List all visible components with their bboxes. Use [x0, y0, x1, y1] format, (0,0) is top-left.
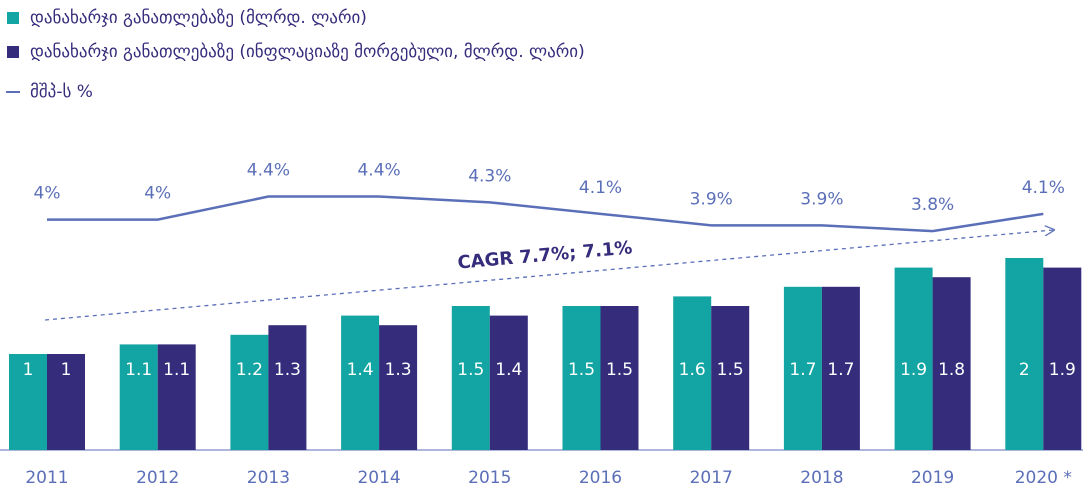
bar [9, 354, 47, 450]
bar [1005, 258, 1044, 450]
bar-value-label: 1.1 [163, 360, 190, 380]
line-value-label: 3.9% [690, 189, 733, 209]
bar-value-label: 1.8 [938, 360, 965, 380]
line-value-label: 4.4% [247, 161, 290, 181]
line-value-label: 4% [34, 184, 61, 204]
bar [268, 325, 307, 450]
bar [673, 296, 712, 450]
x-tick-label: 2013 [247, 468, 290, 488]
x-tick-label: 2016 [579, 468, 622, 488]
bar-value-label: 1.2 [236, 360, 263, 380]
bar-value-label: 1.3 [385, 360, 412, 380]
bar-value-label: 1.3 [274, 360, 301, 380]
x-tick-label: 2014 [357, 468, 400, 488]
legend-label: მშპ-ს % [30, 82, 93, 102]
bar-value-label: 1.7 [789, 360, 816, 380]
bar-value-label: 1.5 [457, 360, 484, 380]
bar-value-label: 1.5 [606, 360, 633, 380]
line-value-label: 4% [144, 184, 171, 204]
legend-marker [7, 46, 19, 58]
bar [894, 267, 933, 450]
bar-value-label: 2 [1019, 360, 1030, 380]
annotation: CAGR 7.7%; 7.1% [457, 237, 634, 273]
line-value-label: 4.4% [357, 161, 400, 181]
bar-value-label: 1.4 [495, 360, 522, 380]
bar-value-label: 1.5 [568, 360, 595, 380]
bar-value-label: 1.9 [1049, 360, 1076, 380]
bar-value-label: 1 [23, 360, 34, 380]
bar-value-label: 1.5 [717, 360, 744, 380]
x-tick-label: 2018 [800, 468, 843, 488]
bar [932, 277, 971, 450]
x-tick-label: 2015 [468, 468, 511, 488]
bar [562, 306, 601, 450]
bar-value-label: 1.9 [900, 360, 927, 380]
bar [47, 354, 85, 450]
bar-value-label: 1.7 [827, 360, 854, 380]
x-tick-label: 2017 [690, 468, 733, 488]
bar [341, 315, 380, 450]
bar [157, 344, 196, 450]
bar-value-label: 1.4 [347, 360, 374, 380]
bar [379, 325, 418, 450]
trend-arrow [44, 230, 1053, 321]
line [47, 195, 1044, 233]
x-tick-label: 2020 * [1015, 468, 1072, 488]
bar [1043, 267, 1082, 450]
line-value-label: 4.1% [1022, 178, 1065, 198]
line-value-label: 4.3% [468, 166, 511, 186]
bar-value-label: 1.6 [679, 360, 706, 380]
legend-label: დანახარჯი განათლებაზე (მლრდ. ლარი) [30, 8, 367, 28]
bar-value-label: 1.1 [125, 360, 152, 380]
x-tick-label: 2012 [136, 468, 179, 488]
bar [451, 306, 490, 450]
bar [600, 306, 639, 450]
bar [119, 344, 158, 450]
bar [783, 286, 822, 450]
legend-label: დანახარჯი განათლებაზე (ინფლაციაზე მორგებ… [30, 42, 585, 62]
bar [711, 306, 750, 450]
x-tick-label: 2019 [911, 468, 954, 488]
line-value-label: 3.8% [911, 195, 954, 215]
bar [821, 286, 860, 450]
x-tick-label: 2011 [25, 468, 68, 488]
line-value-label: 3.9% [800, 189, 843, 209]
bar [489, 315, 528, 450]
bar [230, 334, 269, 450]
legend-marker [7, 12, 19, 24]
bar-value-label: 1 [61, 360, 72, 380]
line-value-label: 4.1% [579, 178, 622, 198]
